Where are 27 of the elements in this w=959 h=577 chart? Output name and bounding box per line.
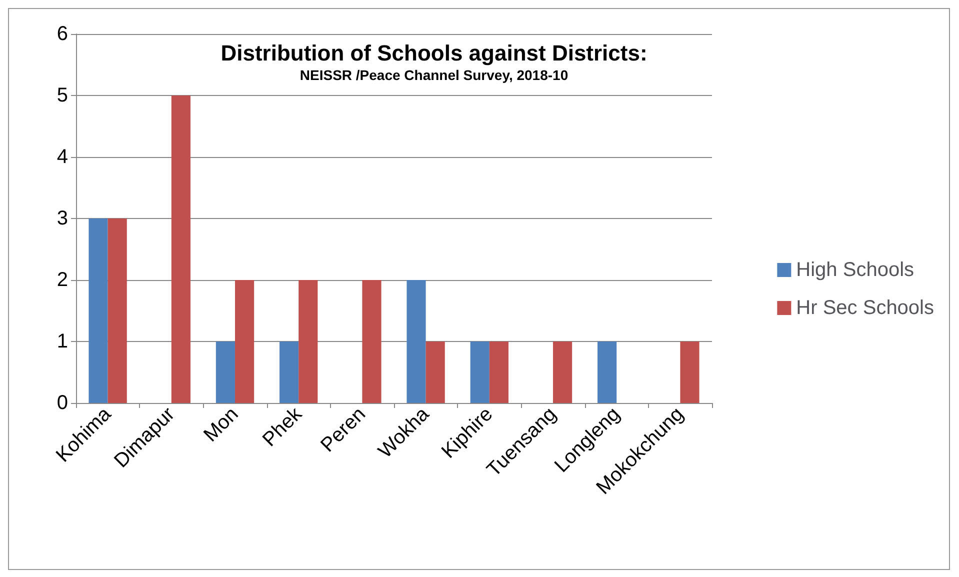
bar [470,342,490,403]
chart-title: Distribution of Schools against Districts: [220,40,648,66]
y-tick-label: 4 [56,146,68,168]
bar [216,342,235,403]
y-tick-label: 1 [56,330,68,352]
bar [553,342,572,403]
bar [680,342,700,403]
bar [362,280,382,403]
y-tick-label: 5 [56,84,68,106]
bar [88,218,108,403]
bar [598,342,617,403]
y-tick-label: 3 [56,208,68,230]
bar [298,280,318,403]
y-tick-label: 6 [56,23,68,45]
x-tick-label: Mon [200,403,243,446]
bar [426,342,445,403]
bar [108,218,127,403]
y-tick-label: 2 [56,269,68,291]
bar [406,280,426,403]
bar [489,342,508,403]
legend-label: High Schools [796,259,914,281]
bar [235,280,254,403]
bar [280,342,299,403]
text: NEISSR /Peace Channel Survey, 2018-10 [300,67,568,83]
y-tick-label: 0 [56,392,68,414]
bar [171,96,190,403]
legend-label: Hr Sec Schools [796,297,934,319]
